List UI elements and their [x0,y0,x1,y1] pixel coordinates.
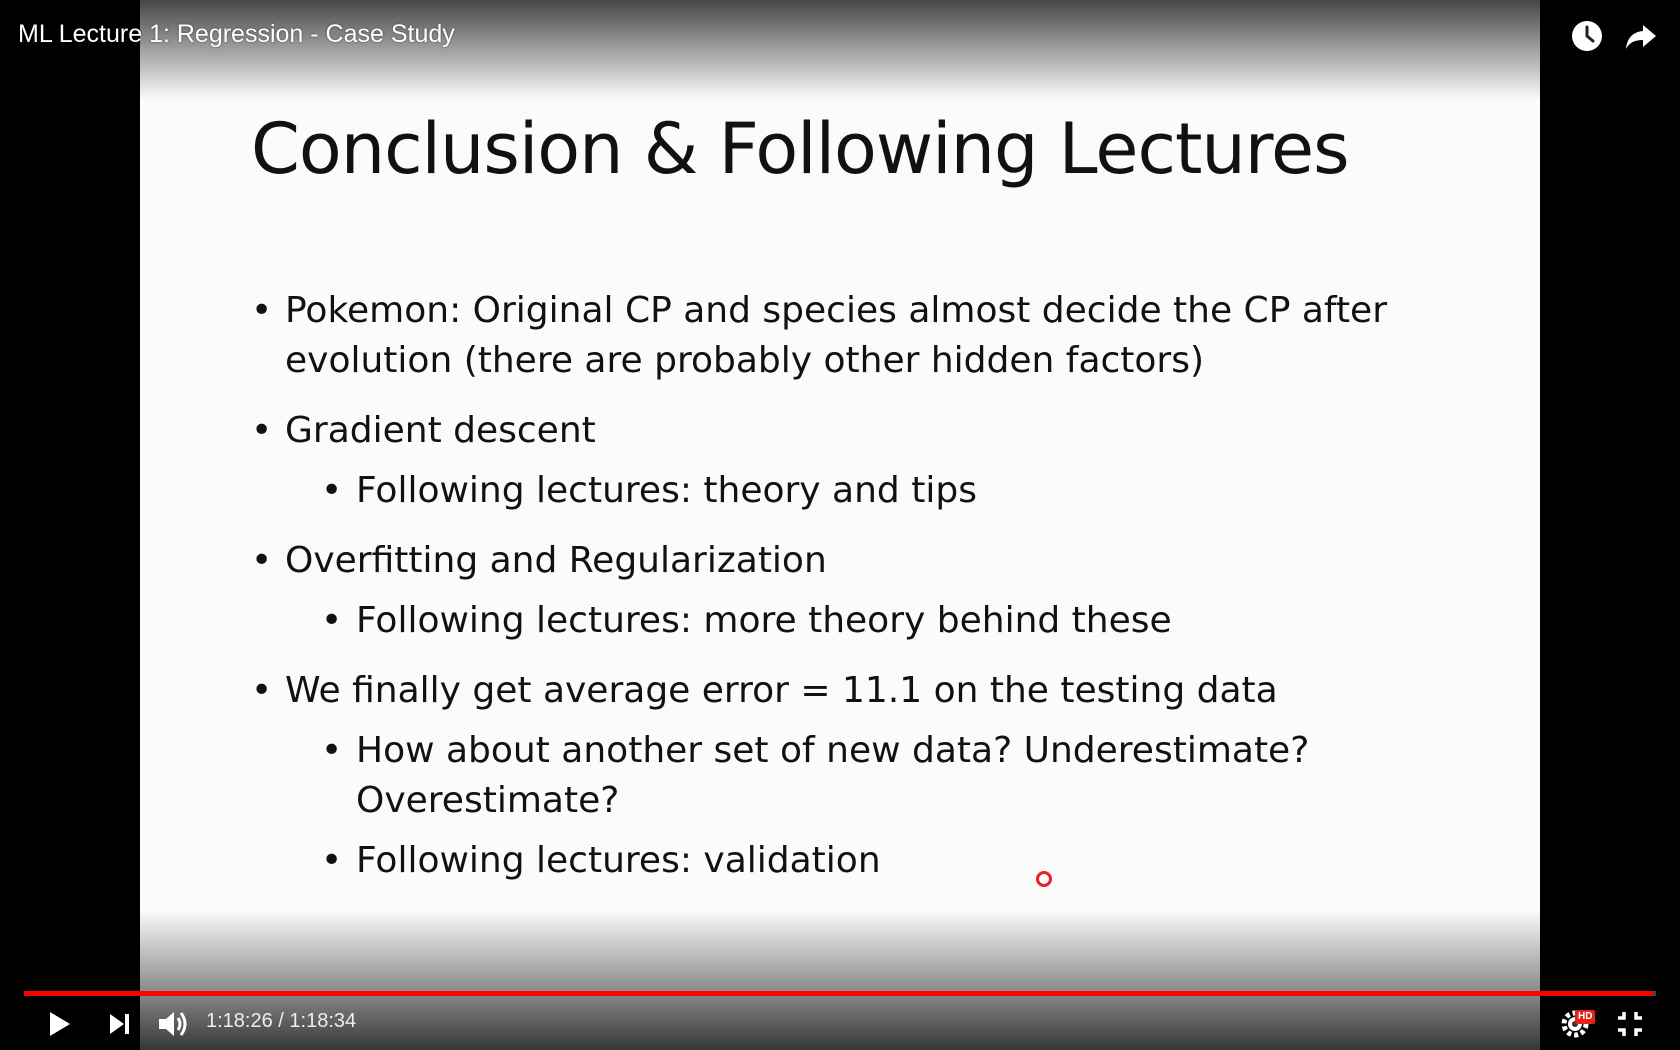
sub-bullet: • Following lectures: validation [285,836,1491,886]
slide-title: Conclusion & Following Lectures [251,108,1350,190]
sub-bullet-text: Following lectures: theory and tips [356,470,977,511]
exit-fullscreen-button[interactable] [1610,1004,1650,1044]
sub-bullet: • Following lectures: more theory behind… [285,596,1491,646]
video-title[interactable]: ML Lecture 1: Regression - Case Study [18,20,455,48]
bullet-text: Pokemon: Original CP and species almost … [285,290,1388,381]
sub-bullet-list: • Following lectures: more theory behind… [285,596,1491,646]
progress-bar[interactable] [24,991,1656,996]
bullet-text: Overfitting and Regularization [285,540,827,581]
slide-bullet: • Pokemon: Original CP and species almos… [251,286,1491,386]
time-display: 1:18:26 / 1:18:34 [206,1010,356,1033]
lecture-slide: Conclusion & Following Lectures • Pokemo… [140,0,1540,1050]
bullet-text: Gradient descent [285,410,596,451]
exit-fullscreen-icon [1618,1012,1642,1036]
sub-bullet: • How about another set of new data? Und… [285,726,1491,826]
sub-bullet-text: Following lectures: validation [356,840,881,881]
share-button[interactable] [1621,16,1661,56]
bullet-dot: • [321,840,343,881]
hd-badge: HD [1575,1010,1596,1024]
sub-bullet-text: Following lectures: more theory behind t… [356,600,1172,641]
share-icon [1626,25,1656,49]
volume-icon [159,1012,187,1036]
bullet-dot: • [321,600,343,641]
slide-bullet: • Overfitting and Regularization • Follo… [251,536,1491,646]
progress-played [24,991,1653,996]
duration: 1:18:34 [289,1010,357,1032]
watch-later-icon [1572,21,1602,51]
slide-bullet: • Gradient descent • Following lectures:… [251,406,1491,516]
bullet-text: We finally get average error = 11.1 on t… [285,670,1278,711]
bottom-overlay [0,910,1680,1050]
bullet-dot: • [321,730,343,771]
slide-bullet-list: • Pokemon: Original CP and species almos… [251,286,1491,906]
bullet-dot: • [321,470,343,511]
pointer-cursor-marker [1036,871,1052,887]
sub-bullet-list: • How about another set of new data? Und… [285,726,1491,886]
next-button[interactable] [100,1004,140,1044]
play-button[interactable] [38,1004,78,1044]
current-time: 1:18:26 [206,1010,273,1032]
watch-later-button[interactable] [1567,16,1607,56]
next-icon [110,1014,129,1034]
slide-bullet: • We finally get average error = 11.1 on… [251,666,1491,886]
bullet-dot: • [251,290,273,331]
sub-bullet-list: • Following lectures: theory and tips [285,466,1491,516]
volume-button[interactable] [153,1004,193,1044]
top-overlay [0,0,1680,100]
sub-bullet-text: How about another set of new data? Under… [356,730,1310,821]
play-icon [50,1012,70,1036]
time-separator: / [278,1010,284,1032]
bullet-dot: • [251,410,273,451]
sub-bullet: • Following lectures: theory and tips [285,466,1491,516]
bullet-dot: • [251,670,273,711]
bullet-dot: • [251,540,273,581]
